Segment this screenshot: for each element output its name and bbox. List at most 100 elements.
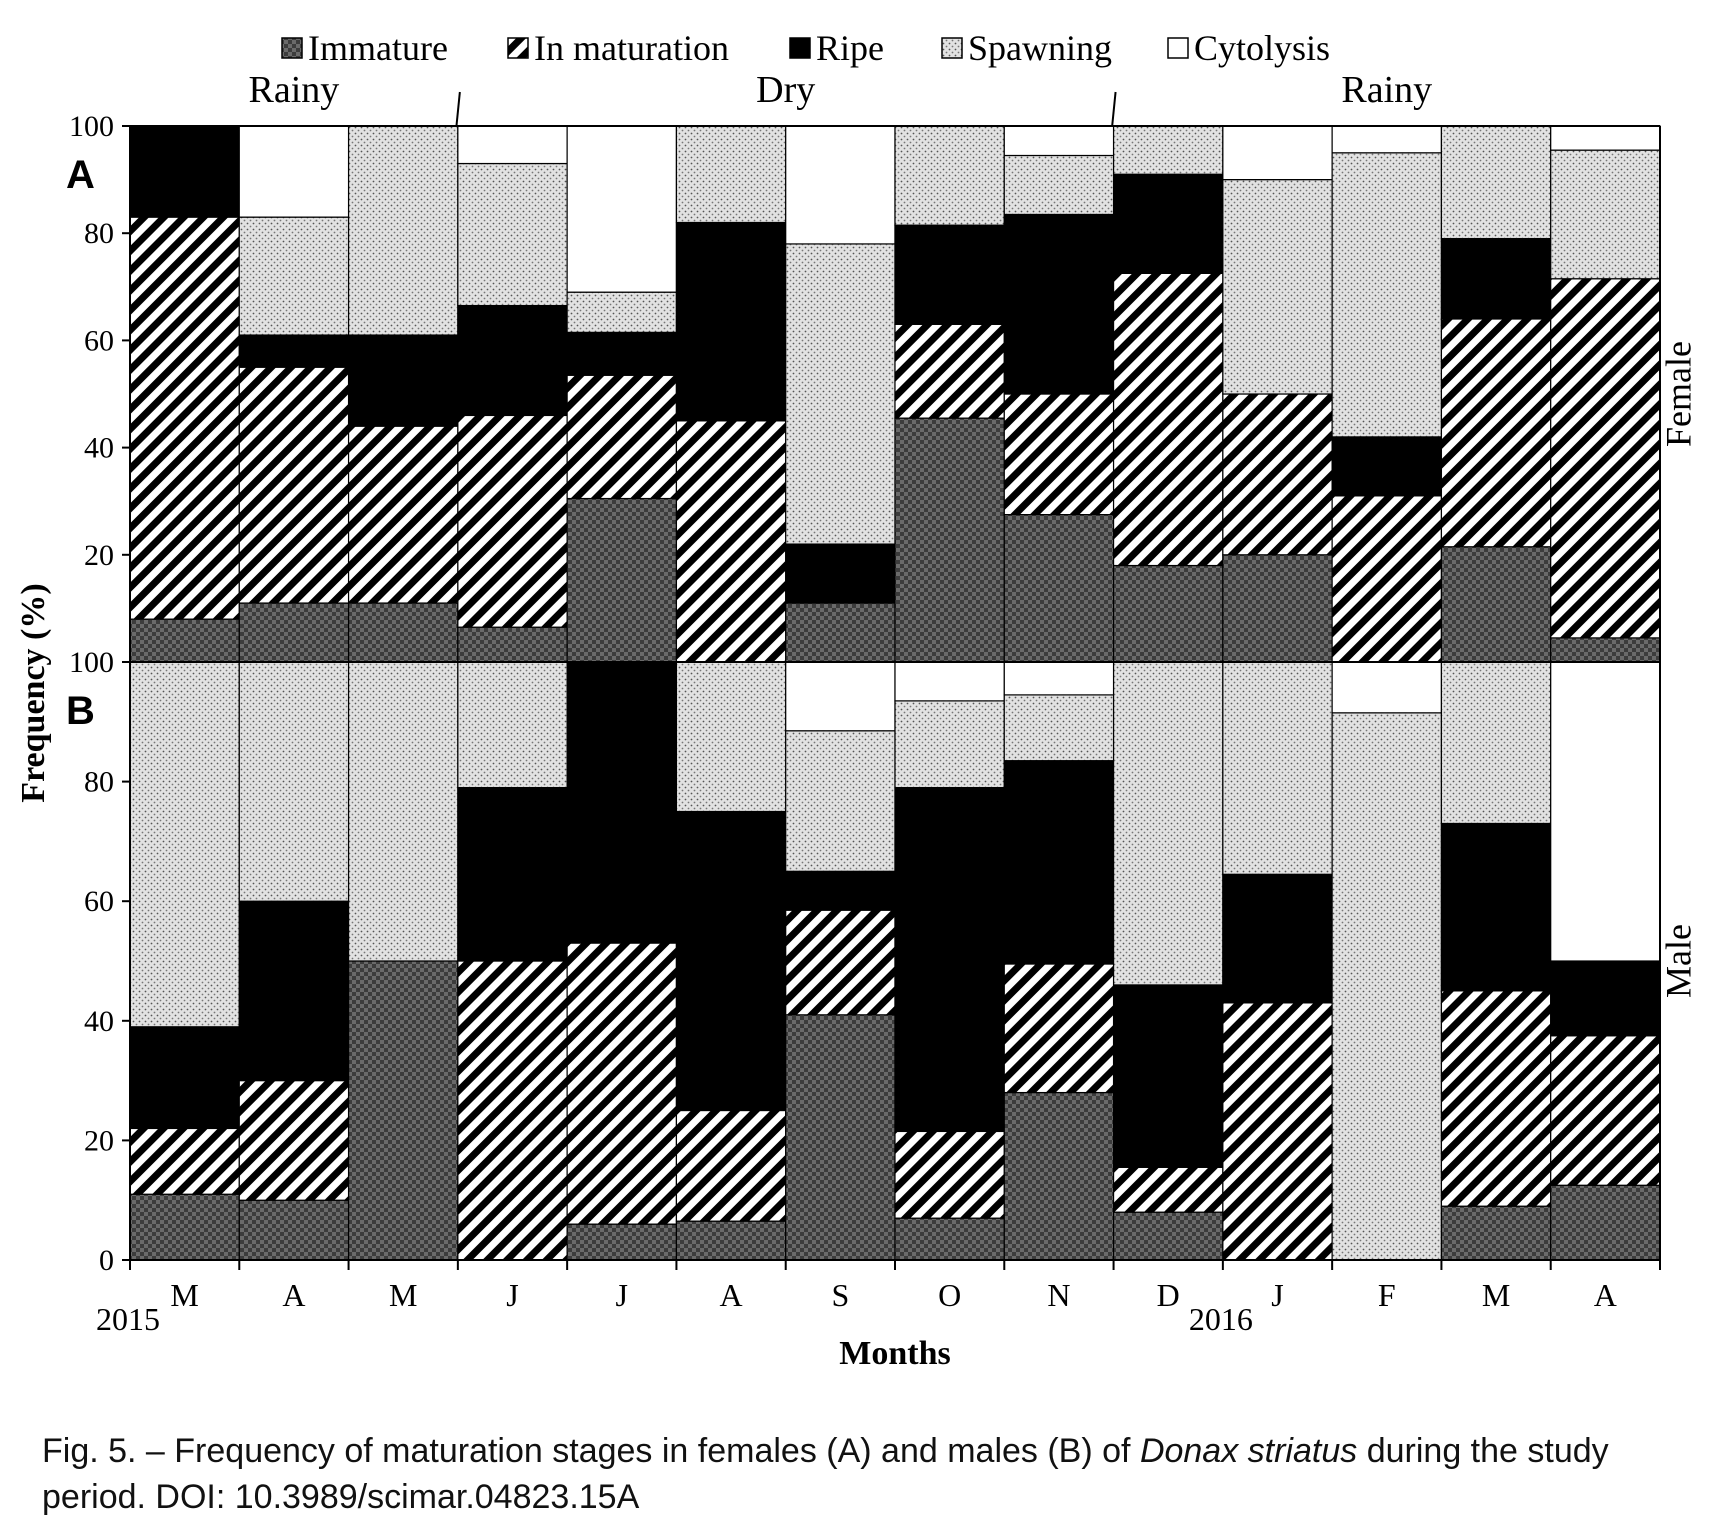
bar-B-8-ripe bbox=[1003, 760, 1115, 965]
bar-B-13-immature bbox=[1550, 1184, 1661, 1261]
bar-A-12-ripe bbox=[1440, 237, 1552, 320]
ytick-label: 20 bbox=[84, 1124, 114, 1157]
year-label: 2015 bbox=[96, 1301, 160, 1337]
bar-A-11-cytolysis bbox=[1331, 125, 1443, 154]
xtick-label: M bbox=[1482, 1277, 1510, 1313]
bar-B-7-immature bbox=[894, 1217, 1005, 1261]
legend-swatch-in-maturation bbox=[507, 37, 529, 59]
bar-B-12-in-maturation bbox=[1440, 990, 1552, 1207]
bar-A-3-in-maturation bbox=[457, 414, 568, 628]
bar-A-3-immature bbox=[457, 626, 568, 663]
xtick-label: M bbox=[389, 1277, 417, 1313]
bar-B-0-spawning bbox=[129, 661, 240, 1028]
bar-A-11-in-maturation bbox=[1331, 495, 1443, 663]
plot-area bbox=[129, 125, 1661, 1261]
xtick-label: A bbox=[720, 1277, 743, 1313]
bar-A-12-spawning bbox=[1440, 125, 1552, 240]
xtick-label: N bbox=[1047, 1277, 1070, 1313]
bar-A-4-ripe bbox=[566, 331, 678, 376]
bar-A-3-ripe bbox=[457, 304, 568, 417]
panel-B bbox=[129, 661, 1661, 1261]
bar-B-5-immature bbox=[675, 1220, 787, 1261]
bar-B-3-ripe bbox=[457, 786, 568, 962]
xtick-label: J bbox=[1271, 1277, 1283, 1313]
panel-label-B: B bbox=[66, 689, 95, 733]
bar-A-7-immature bbox=[894, 417, 1005, 663]
bar-A-8-spawning bbox=[1003, 154, 1115, 216]
bar-A-13-cytolysis bbox=[1550, 125, 1661, 151]
season-labels: Rainy Dry Rainy bbox=[249, 69, 1432, 133]
chart: Immature In maturation Ripe Spawning Cytolys… bbox=[15, 28, 1698, 1372]
bar-A-7-in-maturation bbox=[894, 323, 1005, 419]
bar-A-1-in-maturation bbox=[238, 366, 350, 604]
bar-A-6-cytolysis bbox=[785, 125, 896, 245]
bar-A-1-immature bbox=[238, 602, 350, 663]
xtick-label: O bbox=[938, 1277, 961, 1313]
bar-A-5-ripe bbox=[675, 221, 787, 422]
bar-A-0-in-maturation bbox=[129, 216, 240, 620]
xtick-label: J bbox=[616, 1277, 628, 1313]
legend-swatch-cytolysis bbox=[1167, 37, 1189, 59]
bar-B-11-spawning bbox=[1331, 712, 1443, 1261]
legend-label-spawning: Spawning bbox=[968, 28, 1112, 68]
bar-B-8-spawning bbox=[1003, 694, 1115, 762]
bar-A-4-spawning bbox=[566, 291, 678, 333]
bar-A-2-spawning bbox=[347, 125, 459, 336]
bar-A-5-spawning bbox=[675, 125, 787, 224]
bar-A-8-immature bbox=[1003, 513, 1115, 663]
bar-B-6-spawning bbox=[785, 730, 896, 872]
bar-B-6-immature bbox=[785, 1014, 896, 1261]
bar-B-6-cytolysis bbox=[785, 661, 896, 732]
bar-B-1-in-maturation bbox=[238, 1079, 350, 1201]
bar-A-3-cytolysis bbox=[457, 125, 568, 165]
legend-swatch-immature bbox=[281, 37, 303, 59]
bar-A-13-immature bbox=[1550, 637, 1661, 663]
bar-A-2-in-maturation bbox=[347, 425, 459, 604]
bar-A-9-immature bbox=[1112, 564, 1224, 663]
legend-label-cytolysis: Cytolysis bbox=[1194, 28, 1330, 68]
bar-B-5-spawning bbox=[675, 661, 787, 813]
ytick-label: 60 bbox=[84, 324, 114, 357]
bar-A-9-in-maturation bbox=[1112, 272, 1224, 567]
bar-B-10-ripe bbox=[1222, 873, 1333, 1004]
bar-A-4-cytolysis bbox=[566, 125, 678, 293]
ytick-label: 80 bbox=[84, 217, 114, 250]
xtick-label: A bbox=[1594, 1277, 1617, 1313]
bar-A-1-ripe bbox=[238, 334, 350, 368]
bar-B-1-ripe bbox=[238, 900, 350, 1082]
bar-A-9-spawning bbox=[1112, 125, 1224, 175]
bar-B-2-spawning bbox=[347, 661, 459, 962]
bar-B-8-cytolysis bbox=[1003, 661, 1115, 696]
bar-B-7-ripe bbox=[894, 786, 1005, 1133]
bar-A-1-spawning bbox=[238, 216, 350, 336]
bar-A-11-ripe bbox=[1331, 436, 1443, 497]
bar-B-5-ripe bbox=[675, 810, 787, 1112]
xtick-label: J bbox=[506, 1277, 518, 1313]
season-label-0: Rainy bbox=[249, 69, 340, 111]
bar-B-4-ripe bbox=[566, 661, 678, 944]
ytick-label: 40 bbox=[84, 1005, 114, 1038]
bar-B-0-immature bbox=[129, 1193, 240, 1261]
caption-species: Donax striatus bbox=[1139, 1432, 1358, 1470]
bar-A-0-ripe bbox=[129, 125, 240, 218]
bar-A-10-spawning bbox=[1222, 179, 1333, 395]
figure-caption: Fig. 5. – Frequency of maturation stages… bbox=[42, 1428, 1702, 1520]
xtick-label: S bbox=[831, 1277, 849, 1313]
bar-B-4-immature bbox=[566, 1223, 678, 1261]
bar-B-8-immature bbox=[1003, 1091, 1115, 1261]
caption-prefix: Fig. 5. – Frequency of maturation stages… bbox=[42, 1432, 1140, 1470]
legend: Immature In maturation Ripe Spawning Cytolys… bbox=[281, 28, 1330, 68]
bar-B-4-in-maturation bbox=[566, 942, 678, 1225]
ytick-label: 0 bbox=[99, 1244, 114, 1277]
legend-label-ripe: Ripe bbox=[816, 28, 884, 68]
legend-label-immature: Immature bbox=[308, 28, 448, 68]
bar-B-6-in-maturation bbox=[785, 909, 896, 1016]
bar-B-12-ripe bbox=[1440, 822, 1552, 992]
legend-swatch-ripe bbox=[789, 37, 811, 59]
bar-B-6-ripe bbox=[785, 870, 896, 911]
bar-B-3-spawning bbox=[457, 661, 568, 789]
x-axis-title: Months bbox=[839, 1335, 950, 1372]
legend-label-in-maturation: In maturation bbox=[534, 28, 729, 68]
bar-A-5-in-maturation bbox=[675, 420, 787, 663]
axes: A Female 20 40 60 80 100 B Male 0 20 40 60 80 100 M A M J J… bbox=[15, 110, 1698, 1372]
